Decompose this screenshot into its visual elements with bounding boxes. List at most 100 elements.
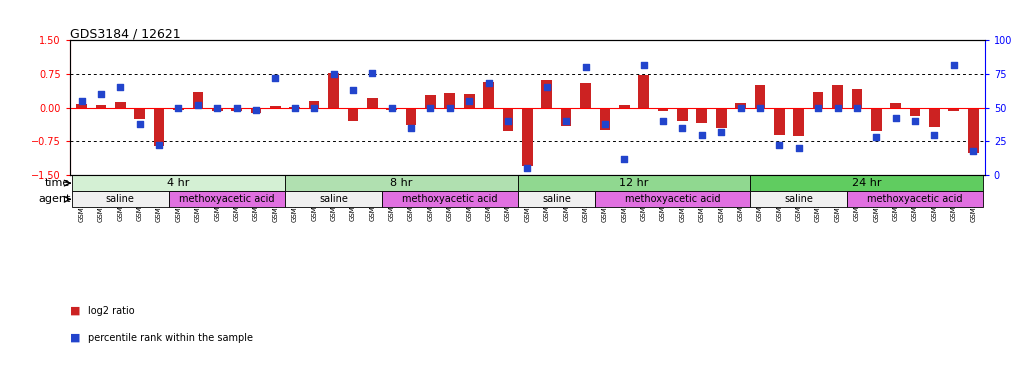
Point <box>325 71 341 77</box>
Point <box>171 104 187 111</box>
Bar <box>522 108 533 166</box>
Point <box>868 134 884 141</box>
Bar <box>308 101 320 108</box>
Text: percentile rank within the sample: percentile rank within the sample <box>88 333 254 343</box>
Point <box>751 104 768 111</box>
Bar <box>595 191 750 207</box>
Bar <box>285 191 382 207</box>
Bar <box>444 93 455 108</box>
Point <box>73 98 89 104</box>
Point <box>771 142 787 149</box>
Bar <box>387 108 397 110</box>
Bar <box>270 106 281 108</box>
Bar <box>599 108 611 130</box>
Point <box>946 61 962 68</box>
Text: ■: ■ <box>70 306 80 316</box>
Text: GDS3184 / 12621: GDS3184 / 12621 <box>70 27 181 40</box>
Bar <box>847 191 983 207</box>
Bar <box>542 80 552 108</box>
Point <box>189 102 206 108</box>
Point <box>519 165 536 171</box>
Bar <box>212 108 222 111</box>
Bar <box>833 85 843 108</box>
Point <box>248 107 264 113</box>
Bar <box>231 108 242 111</box>
Point <box>364 70 380 76</box>
Bar <box>697 108 707 123</box>
Bar <box>72 191 169 207</box>
Bar <box>715 108 727 128</box>
Bar <box>750 191 847 207</box>
Bar <box>518 175 750 191</box>
Bar <box>755 85 765 108</box>
Bar <box>851 89 862 108</box>
Point <box>287 104 303 111</box>
Bar <box>96 106 106 108</box>
Text: saline: saline <box>784 194 813 204</box>
Point <box>965 148 982 154</box>
Bar <box>115 102 125 108</box>
Point <box>112 84 128 91</box>
Bar <box>290 107 300 108</box>
Point <box>267 75 284 81</box>
Bar <box>619 106 629 108</box>
Point <box>596 121 613 127</box>
Text: methoxyacetic acid: methoxyacetic acid <box>179 194 274 204</box>
Point <box>732 104 748 111</box>
Point <box>674 125 691 131</box>
Point <box>791 145 807 151</box>
Point <box>616 156 632 162</box>
Point <box>907 118 923 124</box>
Text: 4 hr: 4 hr <box>168 178 189 188</box>
Bar <box>464 94 475 108</box>
Bar <box>750 175 983 191</box>
Point <box>344 87 361 93</box>
Text: saline: saline <box>542 194 571 204</box>
Bar <box>561 108 572 126</box>
Bar <box>735 103 746 108</box>
Text: time: time <box>45 178 70 188</box>
Point <box>228 104 245 111</box>
Point <box>442 104 458 111</box>
Text: ■: ■ <box>70 333 80 343</box>
Bar <box>347 108 358 121</box>
Text: saline: saline <box>319 194 347 204</box>
Bar <box>890 103 901 108</box>
Point <box>926 132 943 138</box>
Point <box>423 104 439 111</box>
Text: 24 hr: 24 hr <box>852 178 881 188</box>
Text: log2 ratio: log2 ratio <box>88 306 135 316</box>
Point <box>461 98 477 104</box>
Text: methoxyacetic acid: methoxyacetic acid <box>402 194 498 204</box>
Bar <box>426 95 436 108</box>
Bar <box>910 108 920 116</box>
Text: 12 hr: 12 hr <box>619 178 649 188</box>
Point <box>93 91 109 97</box>
Point <box>306 104 323 111</box>
Point <box>887 115 904 121</box>
Bar <box>677 108 688 121</box>
Point <box>849 104 866 111</box>
Point <box>830 104 846 111</box>
Point <box>694 132 710 138</box>
Point <box>480 80 497 86</box>
Point <box>558 118 575 124</box>
Point <box>500 118 516 124</box>
Bar <box>135 108 145 119</box>
Text: methoxyacetic acid: methoxyacetic acid <box>625 194 721 204</box>
Bar <box>638 75 649 108</box>
Point <box>810 104 827 111</box>
Point <box>383 104 400 111</box>
Point <box>635 61 652 68</box>
Bar <box>367 98 377 108</box>
Bar <box>154 108 164 146</box>
Bar <box>169 191 285 207</box>
Point <box>209 104 225 111</box>
Text: 8 hr: 8 hr <box>391 178 412 188</box>
Bar <box>518 191 595 207</box>
Bar <box>774 108 784 135</box>
Bar <box>173 108 184 110</box>
Point <box>539 84 555 91</box>
Bar <box>968 108 979 152</box>
Point <box>578 64 594 70</box>
